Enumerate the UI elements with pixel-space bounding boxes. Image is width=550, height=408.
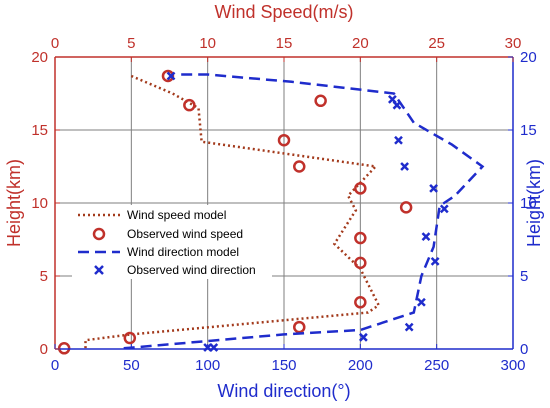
- legend-label-wind-direction-model: Wind direction model: [127, 245, 239, 259]
- left-axis-tick-label: 15: [31, 122, 48, 139]
- observed-wind-direction-point: [439, 204, 449, 214]
- observed-wind-speed-point: [293, 320, 306, 334]
- series-layer: [57, 69, 485, 355]
- top-axis-label: Wind Speed(m/s): [214, 2, 353, 22]
- observed-wind-speed-point: [354, 182, 367, 195]
- left-axis-tick-label: 5: [40, 268, 48, 285]
- right-axis-label: Height(km): [524, 159, 544, 247]
- axes: 0 5 10 15 20 25 300 50 100 150 200 250 3000510152005…: [31, 35, 536, 374]
- right-axis-tick-label: 5: [520, 268, 528, 285]
- legend-swatch-observed-wind-speed: [92, 227, 106, 241]
- top-axis-tick-label: 10: [199, 35, 216, 52]
- top-axis-tick-label: 0: [51, 35, 59, 52]
- observed-wind-direction-point: [429, 184, 438, 193]
- left-axis-label: Height(km): [4, 159, 24, 247]
- observed-wind-speed-point: [161, 69, 175, 83]
- observed-wind-direction-point: [430, 257, 440, 266]
- legend-label-observed-wind-speed: Observed wind speed: [127, 227, 243, 241]
- legend-label-wind-speed-model: Wind speed model: [127, 208, 226, 222]
- observed-wind-speed-point: [354, 296, 367, 309]
- top-axis-tick-label: 15: [276, 35, 293, 52]
- observed-wind-direction-point: [388, 94, 397, 104]
- right-axis-tick-label: 0: [520, 341, 528, 358]
- observed-wind-direction-point: [400, 162, 409, 171]
- legend-swatch-observed-wind-direction: [94, 265, 104, 275]
- observed-wind-speed-point: [354, 231, 367, 245]
- bottom-axis-tick-label: 50: [123, 357, 140, 374]
- top-axis-tick-label: 25: [428, 35, 445, 52]
- left-axis-tick-label: 0: [40, 341, 48, 358]
- left-axis-tick-label: 10: [31, 195, 48, 212]
- bottom-axis-tick-label: 200: [348, 357, 373, 374]
- bottom-axis-tick-label: 100: [195, 357, 220, 374]
- observed-wind-direction-point: [166, 71, 176, 81]
- observed-wind-speed-point: [314, 94, 327, 108]
- observed-wind-speed-point: [399, 201, 413, 214]
- top-axis-tick-label: 5: [127, 35, 135, 52]
- legend-label-observed-wind-direction: Observed wind direction: [127, 263, 256, 277]
- bottom-axis-tick-label: 150: [271, 357, 296, 374]
- bottom-axis-tick-label: 0: [51, 357, 59, 374]
- observed-wind-direction-point: [417, 297, 426, 307]
- legend: Wind speed model Observed wind speed Win…: [72, 205, 272, 279]
- observed-wind-direction-point: [359, 332, 368, 342]
- observed-wind-direction-point: [209, 343, 219, 352]
- bottom-axis-tick-label: 300: [500, 357, 525, 374]
- legend-box: [72, 205, 272, 279]
- wind-speed-model-line: [84, 74, 381, 349]
- observed-wind-speed-point: [123, 331, 137, 345]
- observed-wind-direction-point: [394, 135, 403, 145]
- right-axis-tick-label: 20: [520, 49, 537, 66]
- right-axis-tick-label: 10: [520, 195, 537, 212]
- top-axis-tick-label: 30: [505, 35, 522, 52]
- observed-wind-direction-point: [421, 232, 431, 241]
- bottom-axis-tick-label: 250: [424, 357, 449, 374]
- observed-wind-speed-point: [183, 98, 196, 112]
- observed-wind-direction-point: [404, 322, 414, 332]
- observed-wind-speed-point: [277, 133, 291, 147]
- bottom-axis-label: Wind direction(°): [217, 381, 350, 401]
- right-axis-tick-label: 15: [520, 122, 537, 139]
- observed-wind-speed-point: [293, 160, 306, 173]
- wind-direction-model-line: [123, 73, 485, 350]
- left-axis-tick-label: 20: [31, 49, 48, 66]
- observed-wind-speed-point: [354, 256, 367, 270]
- top-axis-tick-label: 20: [352, 35, 369, 52]
